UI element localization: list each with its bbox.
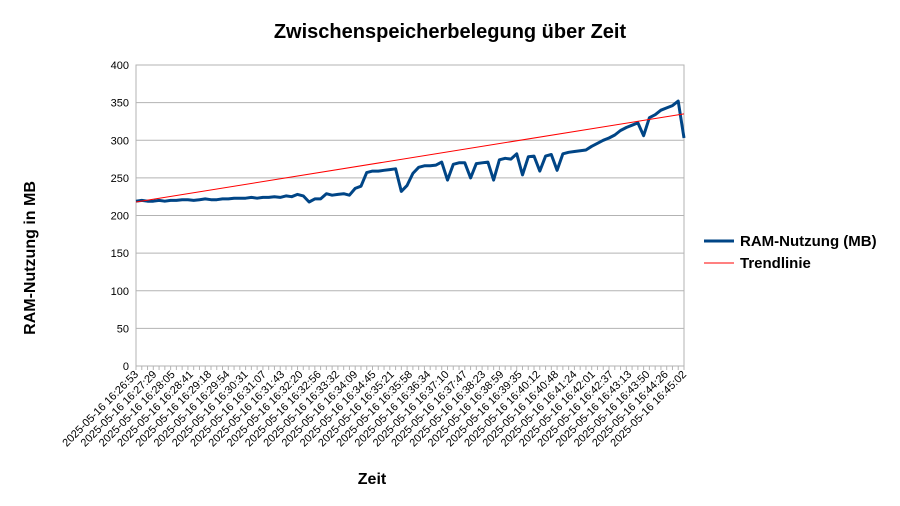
legend-label: RAM-Nutzung (MB): [740, 233, 877, 250]
y-axis-title: RAM-Nutzung in MB: [22, 181, 39, 335]
series-lines: [135, 99, 686, 204]
x-axis-title: Zeit: [358, 471, 387, 488]
series-line-ram-usage: [135, 99, 686, 204]
y-tick-label: 50: [117, 323, 129, 335]
y-tick-label: 200: [111, 211, 129, 223]
legend-label: Trendlinie: [740, 255, 811, 272]
plot-area-border: [135, 64, 685, 367]
y-tick-label: 400: [111, 60, 129, 72]
y-tick-label: 300: [111, 135, 129, 147]
y-tick-label: 250: [111, 173, 129, 185]
series-line-trend: [135, 113, 685, 203]
y-tick-label: 0: [123, 361, 129, 373]
y-tick-label: 100: [111, 286, 129, 298]
chart-title: Zwischenspeicherbelegung über Zeit: [274, 21, 627, 43]
y-tick-label: 150: [111, 248, 129, 260]
y-tick-label: 350: [111, 98, 129, 110]
y-axis-ticks: 0 50 100 150 200 250 300 350 400: [111, 60, 129, 373]
gridlines: [135, 64, 685, 370]
legend: RAM-Nutzung (MB) Trendlinie: [704, 233, 877, 272]
